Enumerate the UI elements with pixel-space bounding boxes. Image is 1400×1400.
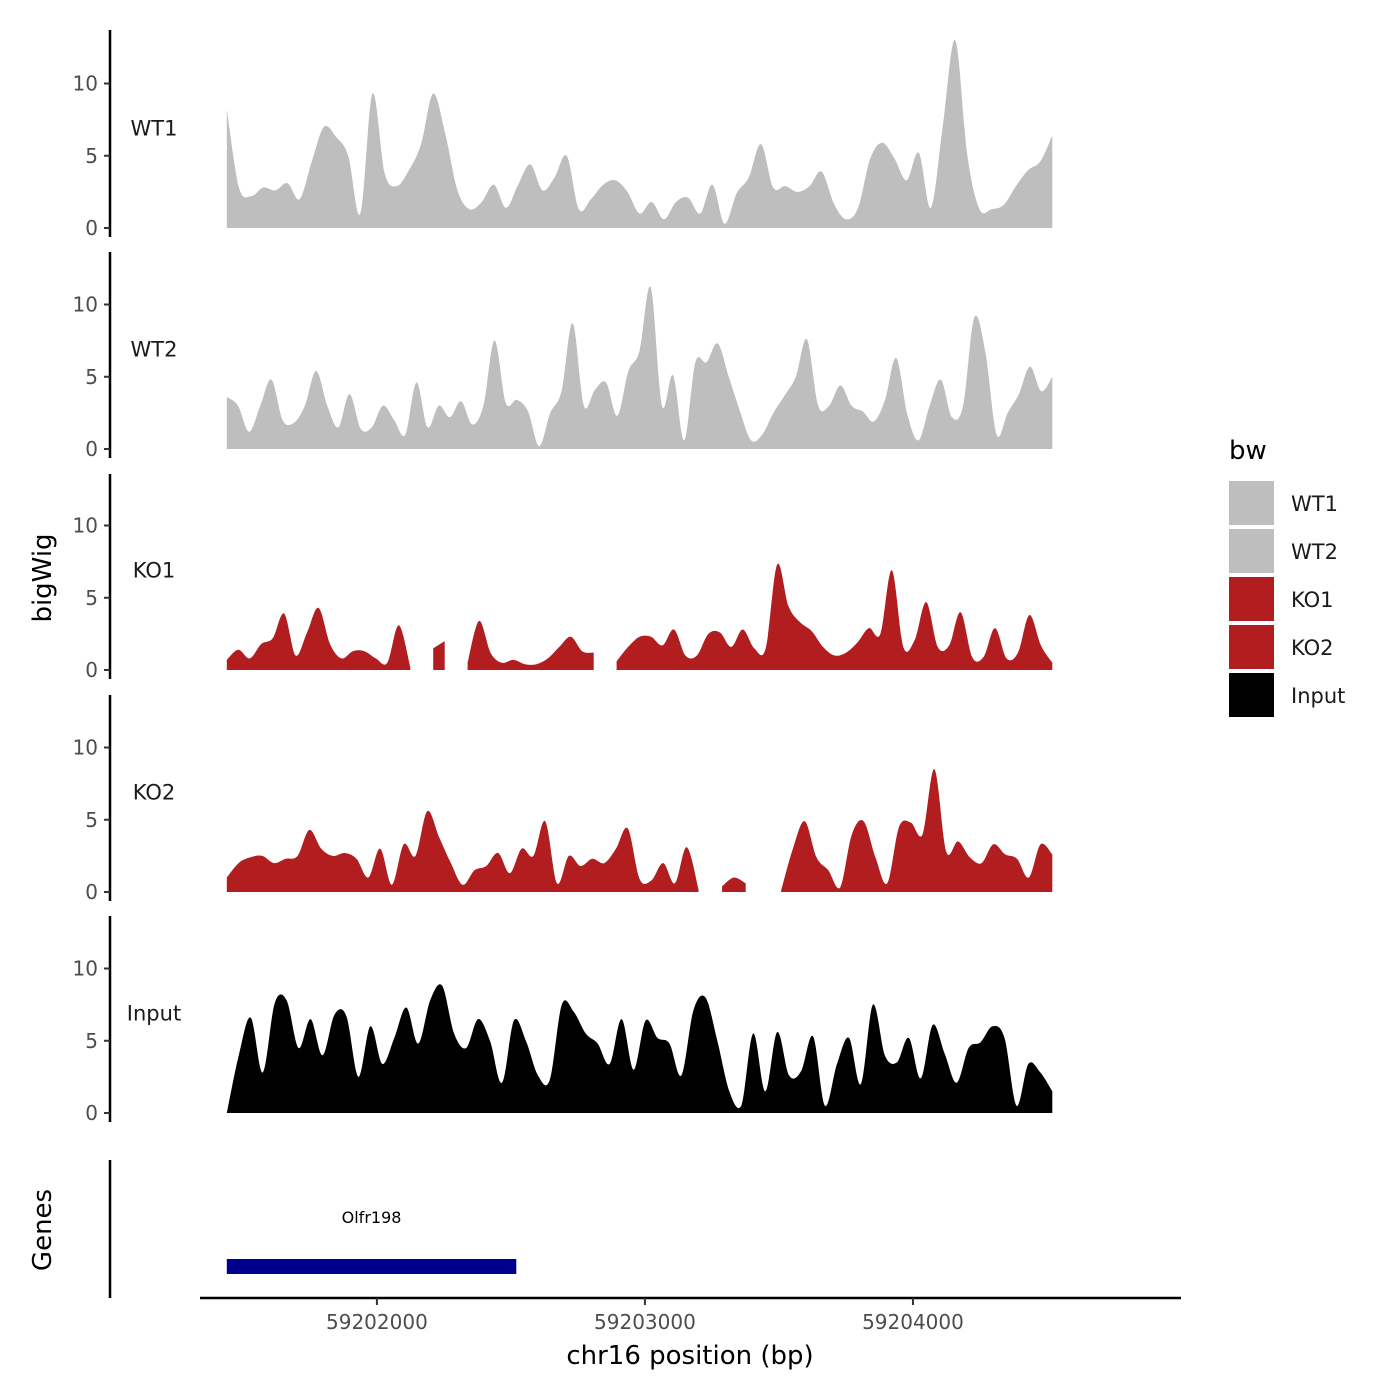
y-tick-label: 10: [73, 293, 98, 317]
y-axis-title: bigWig: [28, 533, 58, 622]
track-area-KO2-1: [722, 877, 746, 892]
legend: bw WT1 WT2 KO1 KO2 Input: [1229, 436, 1345, 717]
legend-label-KO1: KO1: [1291, 588, 1334, 612]
track-label-KO1: KO1: [133, 559, 176, 583]
track-label-WT1: WT1: [131, 117, 178, 141]
track-WT2: 0 5 10 WT2: [73, 252, 1053, 461]
genes-panel: Olfr198: [108, 1160, 517, 1298]
track-area-KO1-1: [433, 641, 445, 670]
y-tick-label: 0: [85, 880, 98, 904]
x-axis-title: chr16 position (bp): [566, 1341, 813, 1371]
track-label-Input: Input: [127, 1002, 181, 1026]
y-tick-label: 10: [73, 72, 98, 96]
legend-key-Input: [1229, 673, 1274, 717]
track-area-KO1-0: [226, 607, 411, 670]
x-axis: 59202000 59203000 59204000: [200, 1296, 1181, 1334]
track-area-KO2-2: [781, 769, 1053, 892]
y-tick-label: 5: [85, 1029, 98, 1053]
y-tick-label: 5: [85, 586, 98, 610]
legend-label-KO2: KO2: [1291, 636, 1334, 660]
track-KO1: 0 5 10 KO1: [73, 474, 1053, 682]
track-area-Input-0: [226, 984, 1053, 1113]
track-area-KO1-2: [467, 620, 594, 670]
y-tick-label: 5: [85, 365, 98, 389]
track-KO2: 0 5 10 KO2: [73, 695, 1053, 904]
y-tick-label: 10: [73, 957, 98, 981]
legend-label-WT1: WT1: [1291, 492, 1338, 516]
legend-label-WT2: WT2: [1291, 540, 1338, 564]
track-area-KO2-0: [226, 810, 699, 892]
y-tick-label: 10: [73, 514, 98, 538]
y-tick-label: 5: [85, 808, 98, 832]
track-Input: 0 5 10 Input: [73, 916, 1053, 1125]
track-panels: 0 5 10 WT1 0 5 10 WT2 0 5 10 KO1 0 5 10 KO2 0 5 10 Input: [73, 30, 1053, 1125]
y-tick-label: 10: [73, 736, 98, 760]
track-area-WT1-0: [226, 39, 1053, 228]
legend-key-WT1: [1229, 481, 1274, 525]
track-area-KO1-3: [616, 563, 1053, 670]
y-tick-label: 5: [85, 144, 98, 168]
gene-Olfr198: [226, 1259, 517, 1274]
x-tick-label: 59204000: [862, 1310, 964, 1334]
genes-axis-title: Genes: [28, 1189, 58, 1271]
y-tick-label: 0: [85, 658, 98, 682]
track-WT1: 0 5 10 WT1: [73, 30, 1053, 240]
x-tick-label: 59203000: [594, 1310, 696, 1334]
legend-title: bw: [1229, 436, 1267, 466]
legend-key-WT2: [1229, 529, 1274, 573]
track-label-KO2: KO2: [133, 781, 176, 805]
y-tick-label: 0: [85, 1101, 98, 1125]
y-tick-label: 0: [85, 437, 98, 461]
gene-label-Olfr198: Olfr198: [342, 1208, 402, 1227]
x-tick-label: 59202000: [326, 1310, 428, 1334]
y-tick-label: 0: [85, 216, 98, 240]
legend-label-Input: Input: [1291, 684, 1345, 708]
legend-key-KO1: [1229, 577, 1274, 621]
legend-key-KO2: [1229, 625, 1274, 669]
track-label-WT2: WT2: [131, 338, 178, 362]
track-area-WT2-0: [226, 286, 1053, 449]
